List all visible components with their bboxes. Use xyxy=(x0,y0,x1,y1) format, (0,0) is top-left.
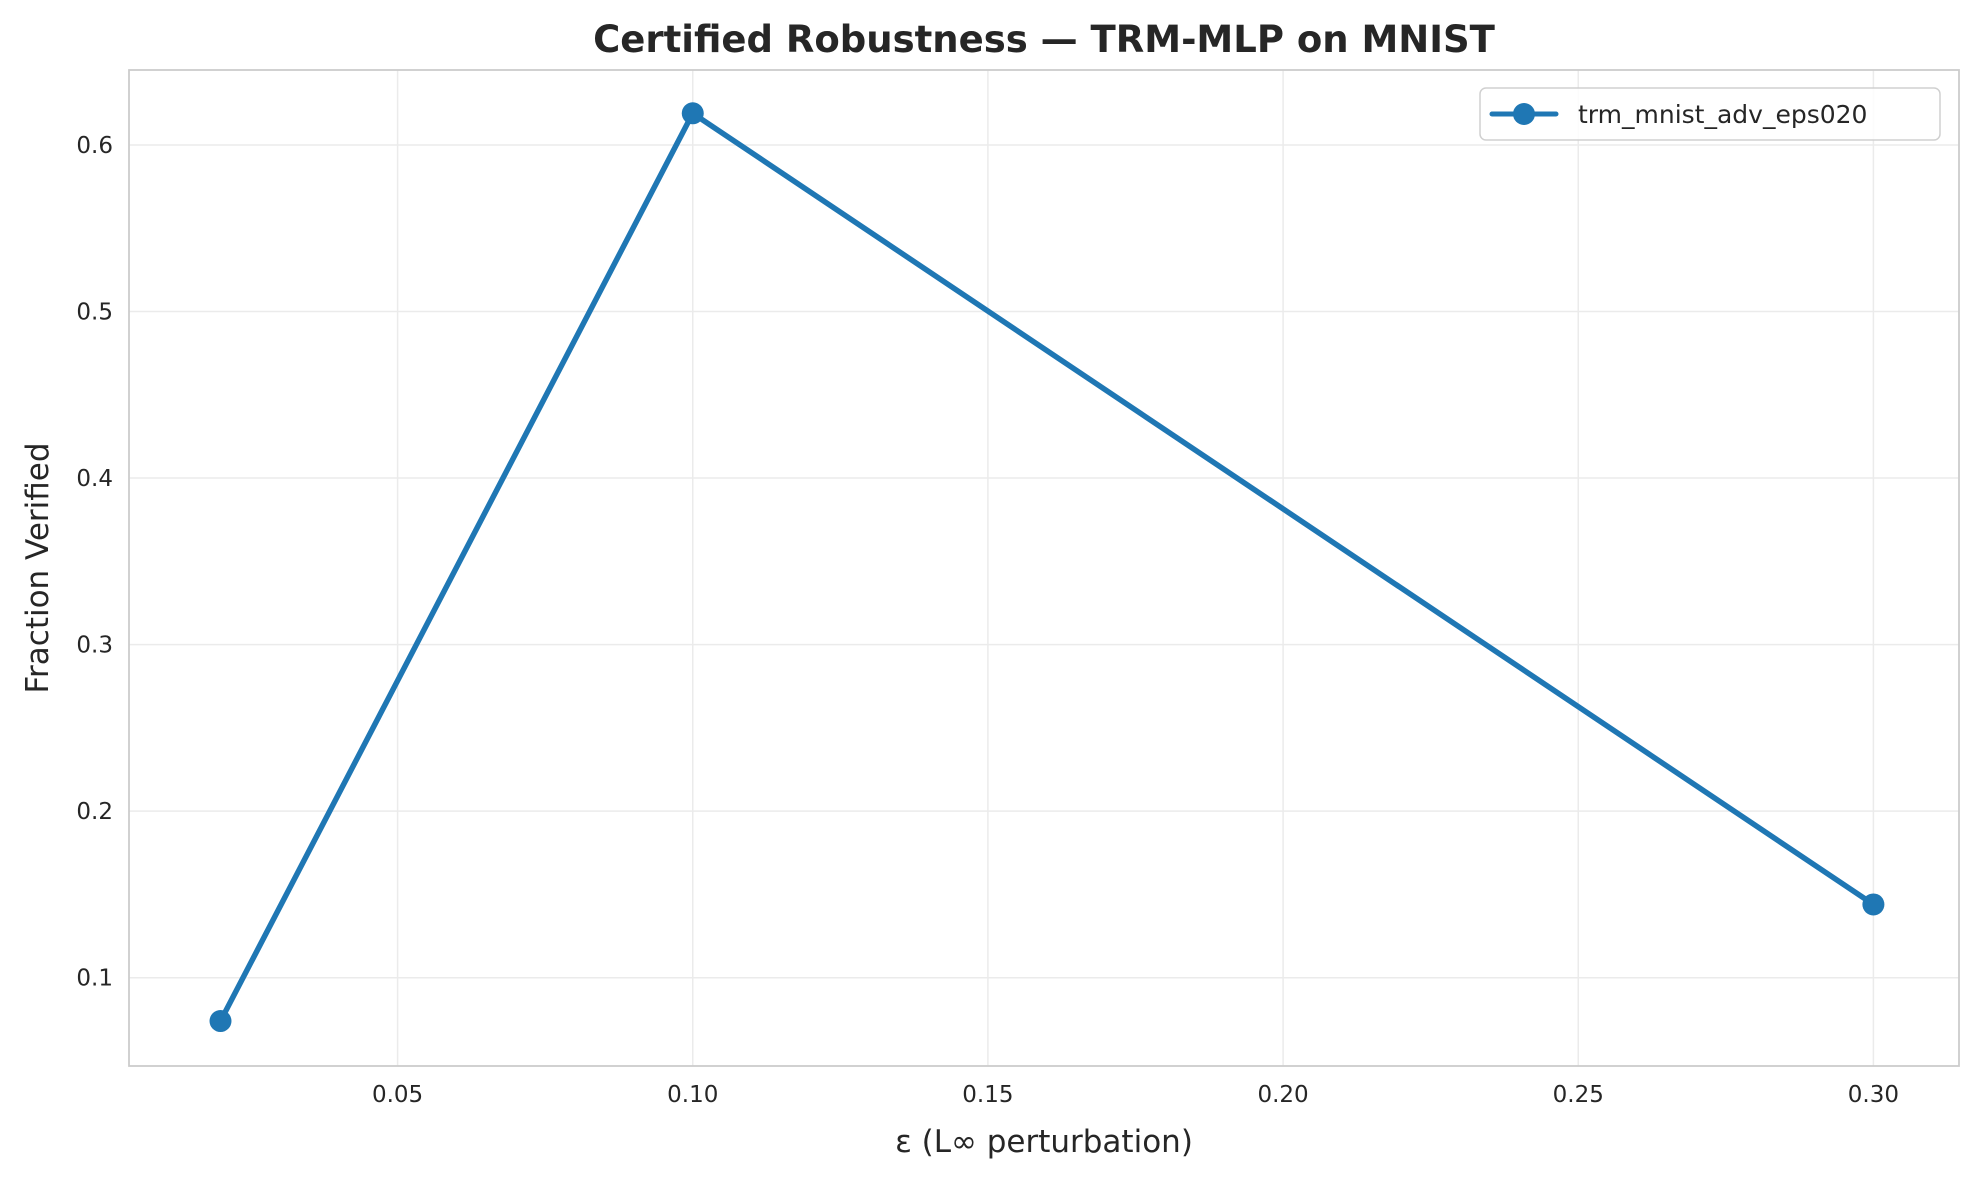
x-tick-label: 0.20 xyxy=(1257,1082,1308,1108)
x-tick-label: 0.10 xyxy=(667,1082,718,1108)
grid xyxy=(129,70,1959,1066)
data-point xyxy=(681,102,704,125)
series-line xyxy=(217,110,1877,1024)
plot-frame xyxy=(128,69,1960,1067)
y-tick-label: 0.6 xyxy=(76,133,113,159)
x-tick-label: 0.30 xyxy=(1848,1082,1899,1108)
y-axis-label: Fraction Verified xyxy=(20,442,56,693)
y-tick-label: 0.5 xyxy=(76,300,113,326)
x-tick-label: 0.25 xyxy=(1553,1082,1604,1108)
x-axis-ticks: 0.05 0.10 0.15 0.20 0.25 0.30 xyxy=(372,1082,1899,1108)
y-tick-label: 0.4 xyxy=(76,466,113,492)
legend: trm_mnist_adv_eps020 xyxy=(1479,87,1941,141)
series-layer xyxy=(209,102,1885,1033)
y-axis-ticks: 0.1 0.2 0.3 0.4 0.5 0.6 xyxy=(76,133,113,992)
x-tick-label: 0.15 xyxy=(962,1082,1013,1108)
legend-box xyxy=(1479,87,1941,141)
y-tick-label: 0.3 xyxy=(76,633,113,659)
legend-label: trm_mnist_adv_eps020 xyxy=(1578,100,1867,129)
data-point xyxy=(1862,893,1885,916)
y-tick-label: 0.2 xyxy=(76,799,113,825)
data-point xyxy=(209,1010,232,1033)
x-axis-label: ε (L∞ perturbation) xyxy=(895,1124,1193,1160)
y-tick-label: 0.1 xyxy=(76,966,113,992)
chart-title: Certified Robustness — TRM-MLP on MNIST xyxy=(593,18,1496,61)
legend-point-marker xyxy=(1513,103,1535,125)
x-tick-label: 0.05 xyxy=(372,1082,423,1108)
